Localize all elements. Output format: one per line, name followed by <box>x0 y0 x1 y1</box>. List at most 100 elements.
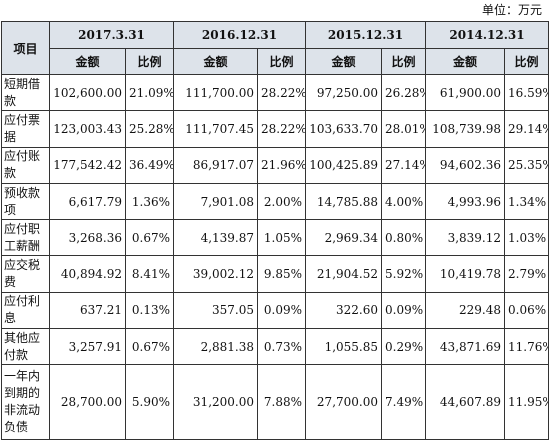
cell-ratio: 36.49% <box>125 146 174 184</box>
cell-ratio: 25.35% <box>504 146 549 184</box>
cell-amount: 61,900.00 <box>425 73 505 112</box>
table-row: 应付账款 177,542.42 36.49% 86,917.07 21.96% … <box>1 146 549 184</box>
cell-ratio: 29.14% <box>504 110 549 148</box>
cell-amount: 31,200.00 <box>173 364 258 440</box>
row-name: 预收款项 <box>1 182 50 221</box>
cell-ratio: 0.13% <box>125 291 174 330</box>
header-amount: 金额 <box>425 48 505 75</box>
cell-ratio: 1.36% <box>125 182 174 221</box>
cell-amount: 108,739.98 <box>425 110 505 148</box>
cell-amount: 39,002.12 <box>173 255 258 293</box>
cell-ratio: 2.79% <box>504 255 549 293</box>
header-period: 2017.3.31 <box>49 21 174 49</box>
cell-ratio: 11.76% <box>504 328 549 366</box>
header-period: 2015.12.31 <box>305 21 426 49</box>
cell-amount: 21,904.52 <box>305 255 382 293</box>
header-amount: 金额 <box>173 48 258 75</box>
cell-ratio: 8.41% <box>125 255 174 293</box>
cell-amount: 111,700.00 <box>173 73 258 112</box>
table-row: 其他应付款 3,257.91 0.67% 2,881.38 0.73% 1,05… <box>1 328 549 366</box>
header-ratio: 比例 <box>125 48 174 75</box>
cell-amount: 4,139.87 <box>173 219 258 257</box>
cell-ratio: 21.09% <box>125 73 174 112</box>
header-row-periods: 项目 2017.3.31 2016.12.31 2015.12.31 2014.… <box>1 21 549 75</box>
cell-amount: 1,055.85 <box>305 328 382 366</box>
cell-amount: 102,600.00 <box>49 73 126 112</box>
cell-ratio: 0.06% <box>504 291 549 330</box>
table-row: 短期借款 102,600.00 21.09% 111,700.00 28.22%… <box>1 73 549 112</box>
row-name: 应付职工薪酬 <box>1 219 50 257</box>
cell-amount: 97,250.00 <box>305 73 382 112</box>
table-row: 应付利息 637.21 0.13% 357.05 0.09% 322.60 0.… <box>1 291 549 330</box>
header-period: 2014.12.31 <box>425 21 549 49</box>
row-name: 应交税费 <box>1 255 50 293</box>
cell-ratio: 16.59% <box>504 73 549 112</box>
cell-ratio: 5.90% <box>125 364 174 440</box>
cell-ratio: 28.22% <box>257 110 306 148</box>
cell-ratio: 0.29% <box>381 328 426 366</box>
cell-ratio: 11.95% <box>504 364 549 440</box>
header-ratio: 比例 <box>504 48 549 75</box>
cell-amount: 3,257.91 <box>49 328 126 366</box>
header-ratio: 比例 <box>257 48 306 75</box>
cell-amount: 28,700.00 <box>49 364 126 440</box>
cell-ratio: 4.00% <box>381 182 426 221</box>
unit-label: 单位：万元 <box>481 3 542 17</box>
cell-amount: 177,542.42 <box>49 146 126 184</box>
cell-ratio: 0.67% <box>125 219 174 257</box>
cell-ratio: 5.92% <box>381 255 426 293</box>
cell-amount: 43,871.69 <box>425 328 505 366</box>
cell-amount: 3,268.36 <box>49 219 126 257</box>
cell-ratio: 0.09% <box>257 291 306 330</box>
cell-ratio: 27.14% <box>381 146 426 184</box>
header-amount: 金额 <box>305 48 382 75</box>
cell-amount: 10,419.78 <box>425 255 505 293</box>
cell-ratio: 28.01% <box>381 110 426 148</box>
cell-amount: 100,425.89 <box>305 146 382 184</box>
cell-ratio: 7.88% <box>257 364 306 440</box>
header-period: 2016.12.31 <box>173 21 306 49</box>
cell-ratio: 7.49% <box>381 364 426 440</box>
table-row: 应付票据 123,003.43 25.28% 111,707.45 28.22%… <box>1 110 549 148</box>
cell-amount: 2,969.34 <box>305 219 382 257</box>
cell-amount: 229.48 <box>425 291 505 330</box>
cell-ratio: 2.00% <box>257 182 306 221</box>
cell-amount: 2,881.38 <box>173 328 258 366</box>
row-name: 应付票据 <box>1 110 50 148</box>
liabilities-table: 项目 2017.3.31 2016.12.31 2015.12.31 2014.… <box>1 21 549 440</box>
header-amount: 金额 <box>49 48 126 75</box>
cell-amount: 40,894.92 <box>49 255 126 293</box>
cell-amount: 44,607.89 <box>425 364 505 440</box>
table-row: 应交税费 40,894.92 8.41% 39,002.12 9.85% 21,… <box>1 255 549 293</box>
table-row: 一年内到期的非流动负债 28,700.00 5.90% 31,200.00 7.… <box>1 364 549 440</box>
cell-ratio: 0.73% <box>257 328 306 366</box>
table-row: 应付职工薪酬 3,268.36 0.67% 4,139.87 1.05% 2,9… <box>1 219 549 257</box>
cell-amount: 4,993.96 <box>425 182 505 221</box>
cell-ratio: 26.28% <box>381 73 426 112</box>
cell-amount: 111,707.45 <box>173 110 258 148</box>
cell-amount: 357.05 <box>173 291 258 330</box>
header-item: 项目 <box>1 21 50 75</box>
cell-amount: 7,901.08 <box>173 182 258 221</box>
cell-amount: 6,617.79 <box>49 182 126 221</box>
cell-amount: 86,917.07 <box>173 146 258 184</box>
cell-amount: 322.60 <box>305 291 382 330</box>
cell-amount: 14,785.88 <box>305 182 382 221</box>
cell-ratio: 1.03% <box>504 219 549 257</box>
row-name: 应付账款 <box>1 146 50 184</box>
table-row: 预收款项 6,617.79 1.36% 7,901.08 2.00% 14,78… <box>1 182 549 221</box>
header-ratio: 比例 <box>381 48 426 75</box>
cell-amount: 123,003.43 <box>49 110 126 148</box>
row-name: 其他应付款 <box>1 328 50 366</box>
cell-ratio: 0.67% <box>125 328 174 366</box>
cell-ratio: 9.85% <box>257 255 306 293</box>
cell-amount: 3,839.12 <box>425 219 505 257</box>
cell-amount: 637.21 <box>49 291 126 330</box>
cell-amount: 27,700.00 <box>305 364 382 440</box>
cell-ratio: 1.34% <box>504 182 549 221</box>
cell-ratio: 1.05% <box>257 219 306 257</box>
cell-ratio: 0.80% <box>381 219 426 257</box>
row-name: 一年内到期的非流动负债 <box>1 364 50 440</box>
cell-ratio: 21.96% <box>257 146 306 184</box>
cell-ratio: 25.28% <box>125 110 174 148</box>
